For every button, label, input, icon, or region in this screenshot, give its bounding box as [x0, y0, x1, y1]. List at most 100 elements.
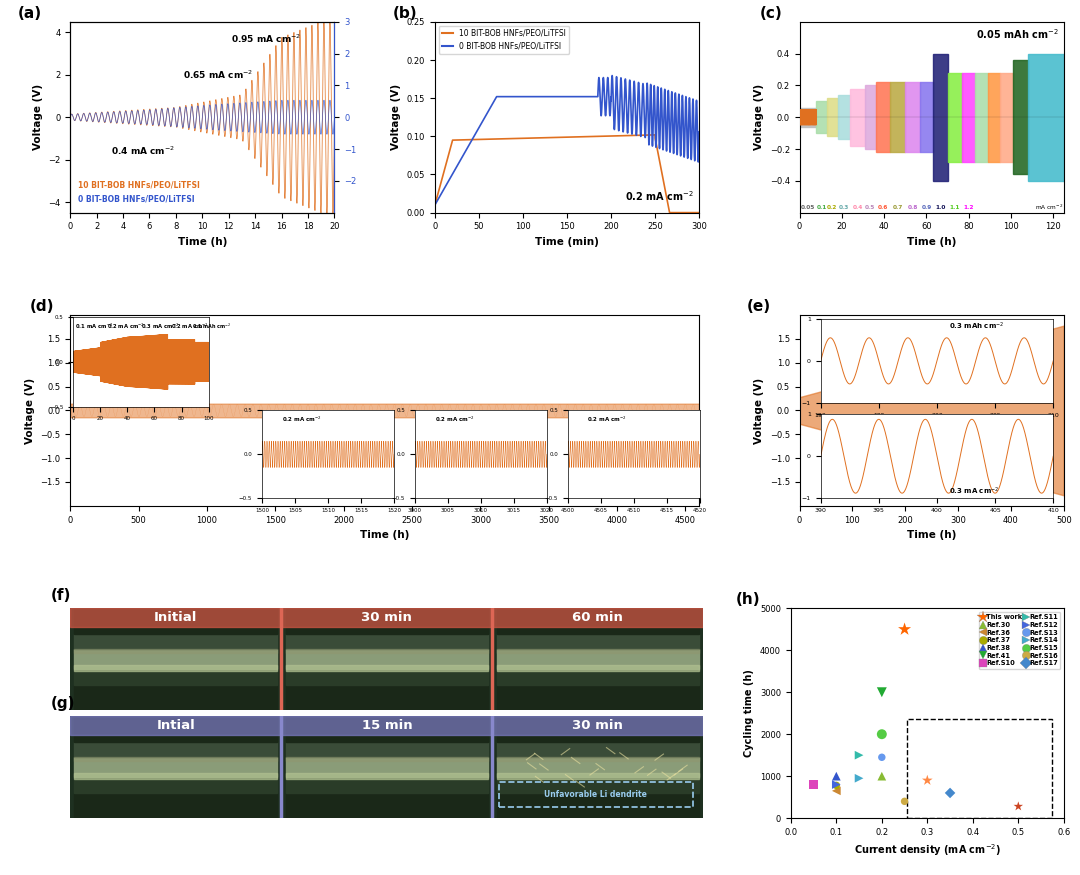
- Text: 0.95 mA cm$^{-2}$: 0.95 mA cm$^{-2}$: [231, 32, 301, 46]
- Bar: [827, 98, 838, 136]
- Bar: [799, 108, 816, 127]
- Bar: [75, 717, 278, 742]
- Bar: [70, 717, 281, 735]
- Bar: [75, 608, 278, 634]
- Bar: [497, 757, 699, 777]
- Point: [919, 774, 936, 788]
- Text: (f): (f): [51, 588, 71, 603]
- Point: [896, 794, 914, 808]
- Text: 30 min: 30 min: [572, 719, 623, 732]
- Text: (b): (b): [393, 6, 417, 21]
- Point: [874, 769, 891, 783]
- Bar: [876, 82, 890, 152]
- Point: [1010, 800, 1027, 814]
- Bar: [285, 757, 488, 761]
- Bar: [285, 717, 488, 742]
- Point: [874, 750, 891, 764]
- Bar: [497, 793, 699, 818]
- Bar: [285, 774, 488, 780]
- Bar: [285, 608, 488, 634]
- Bar: [70, 608, 281, 711]
- Text: (d): (d): [29, 299, 54, 314]
- X-axis label: Time (min): Time (min): [535, 237, 599, 247]
- Bar: [850, 88, 865, 146]
- Text: 60 min: 60 min: [572, 611, 623, 624]
- Point: [850, 748, 867, 762]
- Bar: [497, 608, 699, 634]
- Text: (g): (g): [51, 696, 76, 711]
- Text: 0.9: 0.9: [921, 206, 932, 210]
- Bar: [75, 774, 278, 780]
- Text: 0.05: 0.05: [800, 206, 815, 210]
- Text: 0.7: 0.7: [893, 206, 903, 210]
- Bar: [75, 742, 278, 757]
- Bar: [75, 757, 278, 761]
- Bar: [838, 95, 850, 139]
- Bar: [920, 82, 933, 152]
- Point: [896, 622, 914, 636]
- Bar: [975, 73, 988, 162]
- Text: (e): (e): [746, 299, 771, 314]
- Bar: [492, 717, 703, 735]
- Bar: [1013, 60, 1028, 174]
- Bar: [75, 685, 278, 710]
- Text: 15 min: 15 min: [362, 719, 413, 732]
- Text: 0 BIT-BOB HNFs/PEO/LiTFSI: 0 BIT-BOB HNFs/PEO/LiTFSI: [78, 194, 194, 203]
- Point: [874, 727, 891, 741]
- Text: Unfavorable Li dendrite: Unfavorable Li dendrite: [544, 790, 647, 799]
- X-axis label: Time (h): Time (h): [907, 237, 957, 247]
- Bar: [497, 757, 699, 761]
- Y-axis label: Voltage (V): Voltage (V): [32, 84, 43, 150]
- Bar: [75, 649, 278, 669]
- Text: Initial: Initial: [154, 611, 198, 624]
- Text: 1.0: 1.0: [935, 206, 945, 210]
- Bar: [285, 649, 488, 653]
- Bar: [933, 53, 947, 181]
- Legend: 10 BIT-BOB HNFs/PEO/LiTFSI, 0 BIT-BOB HNFs/PEO/LiTFSI: 10 BIT-BOB HNFs/PEO/LiTFSI, 0 BIT-BOB HN…: [438, 25, 569, 53]
- Text: 0.1: 0.1: [816, 206, 827, 210]
- Text: 0.05 mAh cm$^{-2}$: 0.05 mAh cm$^{-2}$: [975, 28, 1058, 41]
- Text: 0.65 mA cm$^{-2}$: 0.65 mA cm$^{-2}$: [183, 69, 254, 81]
- Bar: [865, 86, 876, 149]
- Bar: [1028, 53, 1064, 181]
- Text: 1.1: 1.1: [949, 206, 960, 210]
- Y-axis label: Voltage (V): Voltage (V): [754, 377, 765, 444]
- Bar: [988, 73, 1000, 162]
- Bar: [890, 82, 905, 152]
- Bar: [285, 649, 488, 669]
- Point: [850, 771, 867, 785]
- Bar: [497, 649, 699, 653]
- Bar: [497, 649, 699, 669]
- X-axis label: Time (h): Time (h): [907, 530, 957, 540]
- Bar: [281, 717, 492, 818]
- Point: [942, 786, 959, 800]
- Bar: [285, 634, 488, 649]
- Bar: [70, 608, 281, 626]
- Bar: [285, 669, 488, 685]
- Bar: [1000, 73, 1013, 162]
- Bar: [497, 774, 699, 780]
- Bar: [75, 757, 278, 777]
- Point: [827, 784, 845, 798]
- Point: [827, 779, 845, 793]
- Bar: [497, 742, 699, 757]
- Bar: [75, 669, 278, 685]
- X-axis label: Time (h): Time (h): [360, 530, 409, 540]
- Text: 1.2: 1.2: [963, 206, 974, 210]
- Bar: [492, 608, 703, 711]
- Bar: [285, 742, 488, 757]
- Text: 0.2: 0.2: [827, 206, 837, 210]
- Bar: [285, 777, 488, 793]
- Text: Intial: Intial: [157, 719, 195, 732]
- Bar: [281, 608, 492, 711]
- Point: [874, 685, 891, 699]
- Point: [827, 778, 845, 792]
- Bar: [907, 719, 1052, 818]
- Text: (c): (c): [760, 6, 783, 21]
- Y-axis label: Voltage (V): Voltage (V): [25, 377, 35, 444]
- Bar: [281, 717, 492, 735]
- Y-axis label: Voltage (V): Voltage (V): [754, 84, 765, 150]
- Bar: [905, 82, 920, 152]
- Bar: [75, 634, 278, 649]
- Text: (h): (h): [737, 592, 761, 607]
